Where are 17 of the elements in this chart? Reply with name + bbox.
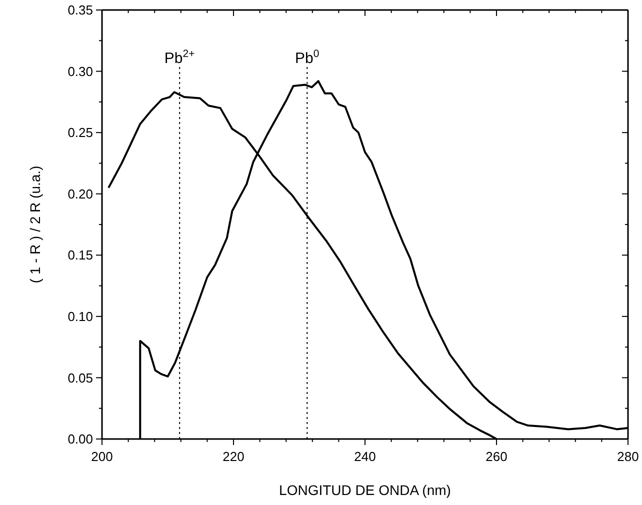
y-tick-label: 0.30 (68, 64, 93, 79)
y-tick-label: 0.35 (68, 2, 93, 18)
x-tick-label: 220 (222, 449, 244, 464)
x-tick-label: 240 (354, 449, 376, 464)
y-tick-label: 0.05 (68, 370, 93, 386)
x-tick-label: 200 (91, 449, 113, 464)
y-tick-label: 0.15 (68, 248, 93, 263)
y-tick-label: 0.00 (68, 432, 93, 447)
x-tick-label: 280 (617, 449, 639, 464)
y-axis-title: ( 1 - R ) / 2 R (u.a.) (27, 166, 43, 284)
y-tick-label: 0.25 (68, 125, 93, 140)
y-tick-label: 0.20 (68, 186, 93, 202)
y-tick-label: 0.10 (68, 308, 93, 324)
ref-line-label: Pb$^{2+}$ (164, 48, 195, 67)
x-tick-label: 260 (486, 449, 508, 464)
ref-line-label: Pb$^{0}$ (295, 48, 320, 67)
x-axis-title: LONGITUD DE ONDA (nm) (279, 482, 451, 498)
